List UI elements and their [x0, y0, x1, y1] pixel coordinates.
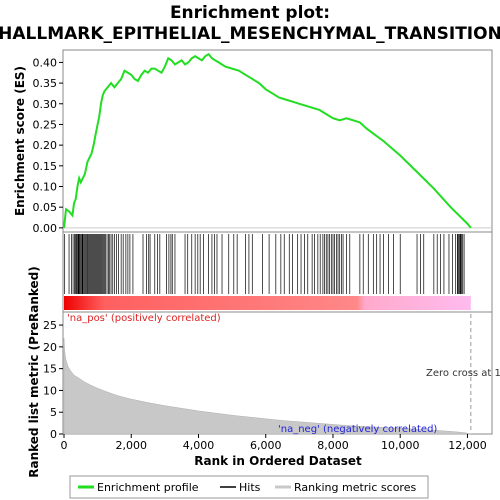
ranking-y-tick-label: 10 — [43, 384, 57, 397]
ranking-y-tick-label: 15 — [43, 363, 57, 376]
ranking-y-tick-label: 20 — [43, 341, 57, 354]
ranking-metric-area — [63, 338, 471, 435]
es-y-tick-label: 0.10 — [33, 181, 58, 194]
neg-label: 'na_neg' (negatively correlated) — [278, 424, 437, 435]
legend-es-label: Enrichment profile — [97, 481, 199, 494]
ranking-y-tick-label: 25 — [43, 319, 57, 332]
chart-title-line2: HALLMARK_EPITHELIAL_MESENCHYMAL_TRANSITI… — [0, 24, 500, 44]
ranking-y-label: Ranked list metric (PreRanked) — [27, 266, 41, 478]
es-y-tick-label: 0.20 — [33, 139, 58, 152]
x-axis: 0 2,000 4,000 6,000 8,000 10,000 12,000 — [61, 434, 487, 452]
legend-box — [69, 475, 429, 499]
legend: Enrichment profile Hits Ranking metric s… — [69, 475, 429, 499]
es-profile-line — [63, 52, 472, 229]
es-y-tick-label: 0.15 — [33, 160, 58, 173]
hits-panel — [62, 231, 493, 313]
es-y-tick-label: 0.25 — [33, 118, 58, 131]
x-axis-label: Rank in Ordered Dataset — [194, 454, 362, 468]
es-y-label: Enrichment score (ES) — [13, 66, 27, 216]
ranking-y-tick-label: 5 — [50, 406, 57, 419]
es-panel: 0.00 0.05 0.10 0.15 0.20 0.25 0.30 0.35 0.40 Enr… — [13, 49, 493, 235]
legend-metric-label: Ranking metric scores — [294, 481, 416, 494]
es-y-tick-label: 0.40 — [33, 56, 58, 69]
x-tick-label: 4,000 — [183, 439, 215, 452]
ranking-y-axis: 0 5 10 15 20 25 — [43, 319, 63, 441]
es-panel-frame — [62, 49, 493, 233]
zero-cross-label: Zero cross at 1 — [426, 368, 500, 379]
hit-markers — [64, 234, 465, 294]
x-tick-label: 12,000 — [448, 439, 487, 452]
ranking-y-tick-label: 0 — [50, 428, 57, 441]
x-tick-label: 2,000 — [115, 439, 147, 452]
es-y-tick-label: 0.35 — [33, 77, 58, 90]
x-tick-label: 10,000 — [381, 439, 420, 452]
x-tick-label: 6,000 — [250, 439, 282, 452]
x-tick-label: 0 — [61, 439, 68, 452]
x-tick-label: 8,000 — [317, 439, 349, 452]
pos-label: 'na_pos' (positively correlated) — [67, 313, 221, 324]
es-y-tick-label: 0.05 — [33, 201, 58, 214]
ranking-color-bar — [64, 296, 471, 310]
es-y-tick-label: 0.30 — [33, 98, 58, 111]
ranking-panel: 0 5 10 15 20 25 'na_pos' (positively correlat… — [27, 266, 500, 478]
es-y-axis: 0.00 0.05 0.10 0.15 0.20 0.25 0.30 0.35 0.40 — [33, 56, 491, 235]
es-y-tick-label: 0.00 — [33, 222, 58, 235]
legend-hits-label: Hits — [239, 481, 261, 494]
chart-title-line1: Enrichment plot: — [170, 3, 330, 23]
